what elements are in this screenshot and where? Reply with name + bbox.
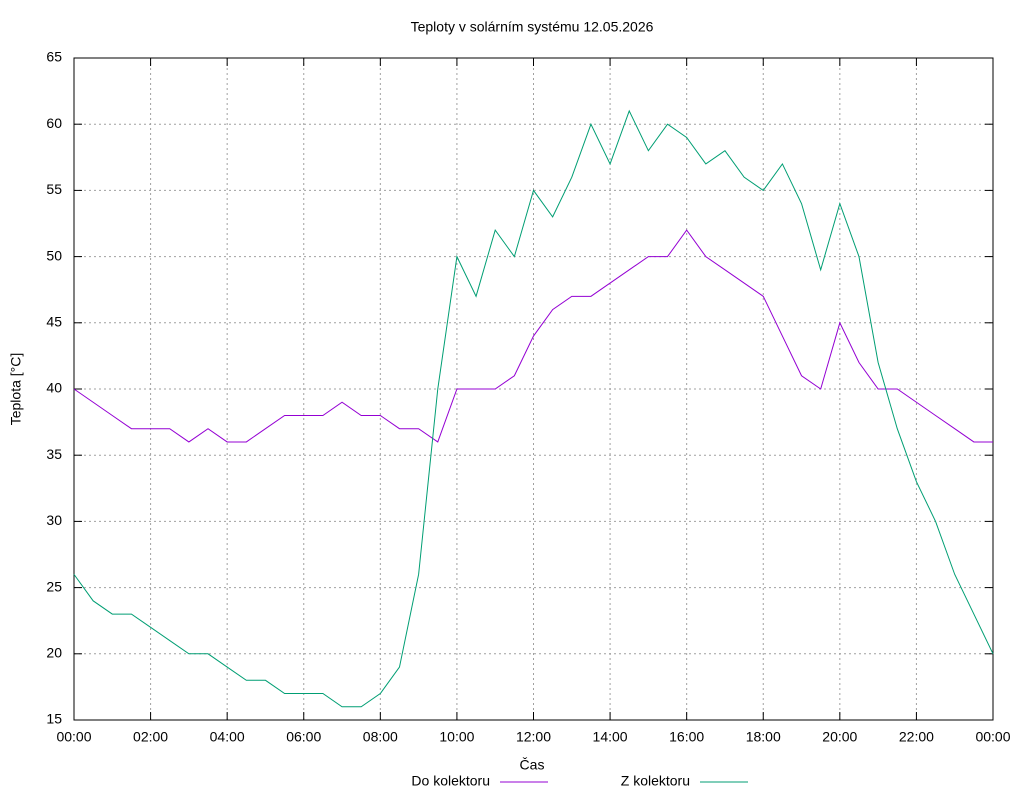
y-axis-label: Teplota [°C] [8, 353, 24, 426]
x-tick-label: 14:00 [593, 729, 628, 745]
legend-label: Z kolektoru [621, 773, 690, 789]
x-tick-label: 00:00 [975, 729, 1010, 745]
x-tick-label: 04:00 [210, 729, 245, 745]
y-tick-label: 25 [46, 578, 62, 594]
y-tick-label: 45 [46, 314, 62, 330]
y-tick-label: 55 [46, 181, 62, 197]
y-tick-label: 15 [46, 711, 62, 727]
x-tick-label: 16:00 [669, 729, 704, 745]
x-tick-label: 22:00 [899, 729, 934, 745]
x-tick-label: 20:00 [822, 729, 857, 745]
y-tick-label: 30 [46, 512, 62, 528]
x-tick-label: 02:00 [133, 729, 168, 745]
x-tick-label: 00:00 [56, 729, 91, 745]
x-tick-label: 12:00 [516, 729, 551, 745]
y-tick-label: 60 [46, 115, 62, 131]
x-axis-label: Čas [520, 757, 545, 773]
y-tick-label: 50 [46, 247, 62, 263]
x-tick-label: 10:00 [439, 729, 474, 745]
y-tick-label: 35 [46, 446, 62, 462]
x-tick-label: 18:00 [746, 729, 781, 745]
x-tick-label: 06:00 [286, 729, 321, 745]
legend-label: Do kolektoru [411, 773, 490, 789]
y-tick-label: 65 [46, 49, 62, 65]
y-tick-label: 20 [46, 645, 62, 661]
series-line [73, 109, 994, 708]
x-tick-label: 08:00 [363, 729, 398, 745]
chart-title: Teploty v solárním systému 12.05.2026 [411, 19, 654, 35]
y-tick-label: 40 [46, 380, 62, 396]
series-line [73, 229, 993, 443]
